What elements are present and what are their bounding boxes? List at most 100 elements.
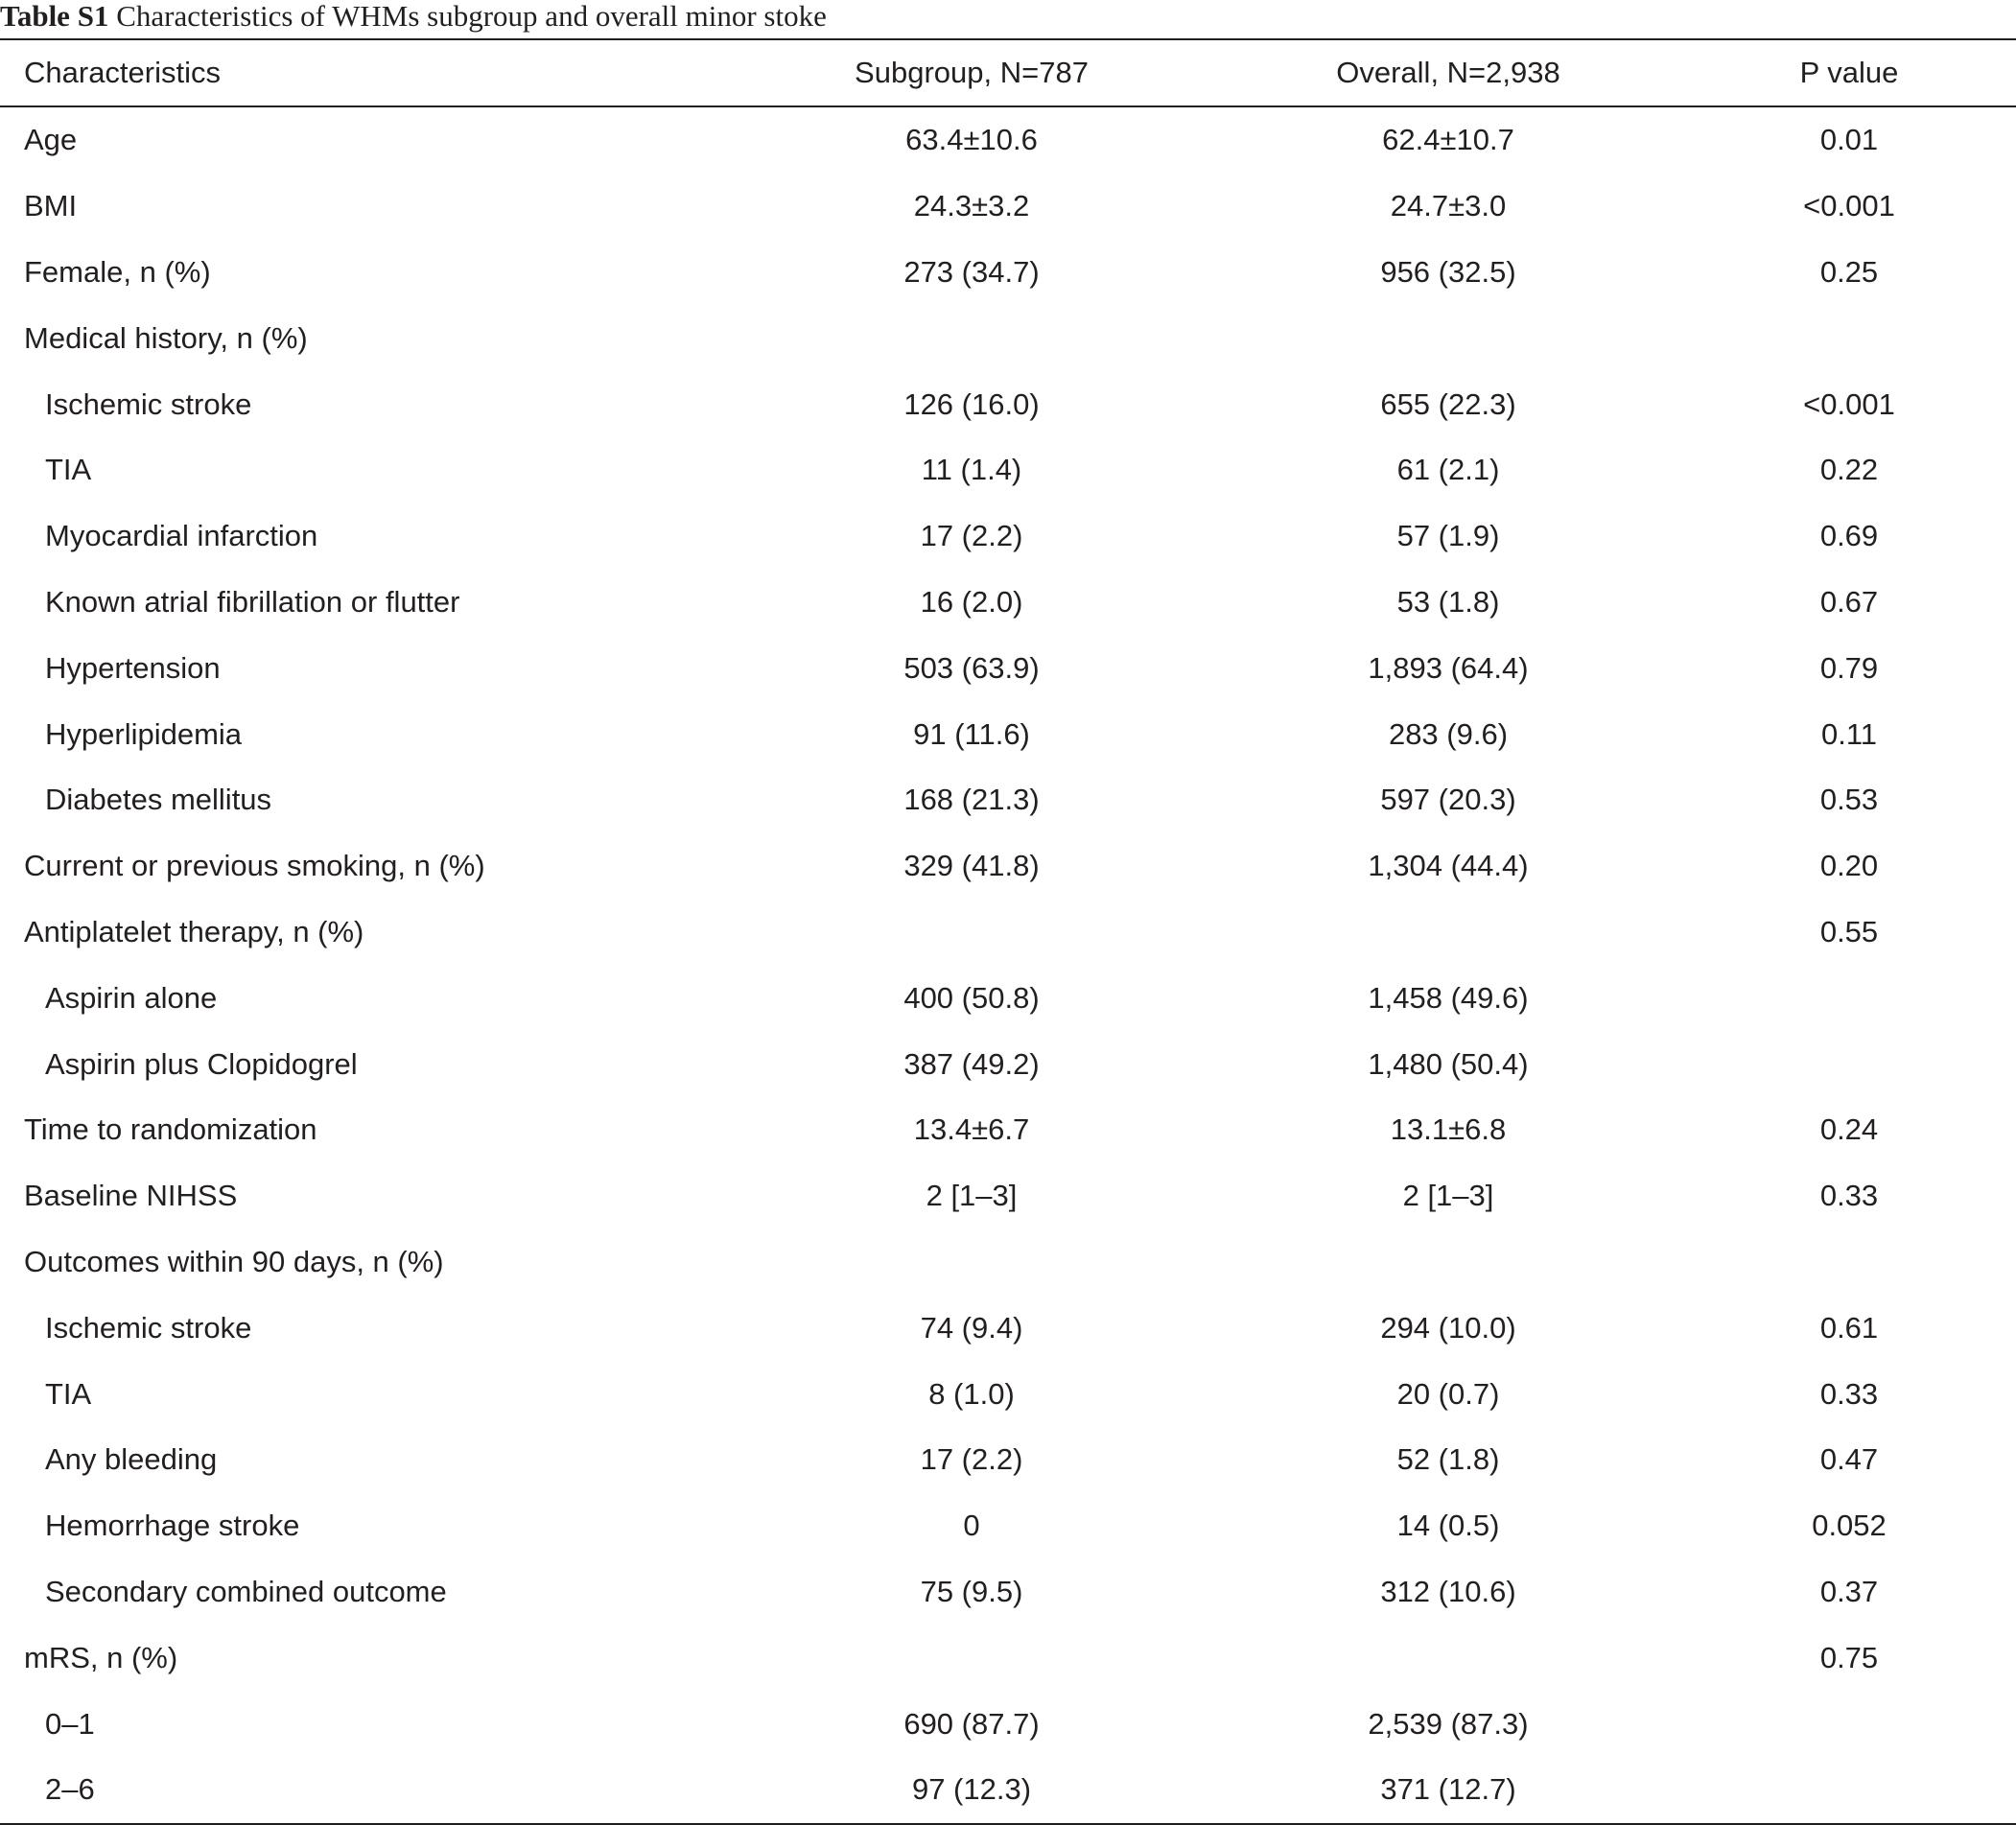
- table-row: BMI 24.3±3.2 24.7±3.0 <0.001: [0, 174, 2016, 240]
- row-label: Female, n (%): [24, 254, 211, 289]
- p-value: 0.53: [1819, 783, 1879, 817]
- p-value: 0.55: [1819, 914, 1879, 948]
- p-value: 0.25: [1819, 254, 1879, 289]
- table-row: Female, n (%) 273 (34.7) 956 (32.5) 0.25: [0, 240, 2016, 306]
- table-row: Baseline NIHSS 2 [1–3] 2 [1–3] 0.33: [0, 1163, 2016, 1229]
- p-value: [1705, 1229, 1993, 1296]
- subgroup-value: 400 (50.8): [903, 980, 1040, 1015]
- overall-value: 2 [1–3]: [1402, 1179, 1494, 1213]
- subgroup-value: 329 (41.8): [903, 849, 1040, 883]
- table-row: Aspirin alone 400 (50.8) 1,458 (49.6): [0, 965, 2016, 1031]
- table-row: mRS, n (%) 0.75: [0, 1625, 2016, 1691]
- p-value: [1705, 965, 1993, 1031]
- subgroup-value: 24.3±3.2: [913, 189, 1030, 223]
- overall-value: 283 (9.6): [1388, 716, 1509, 751]
- subgroup-value: [780, 305, 1163, 371]
- row-label: Known atrial fibrillation or flutter: [45, 584, 460, 619]
- p-value: [1705, 1757, 1993, 1823]
- p-value: 0.69: [1819, 519, 1879, 553]
- subgroup-value: 168 (21.3): [903, 783, 1040, 817]
- subgroup-value: [780, 900, 1163, 966]
- p-value: 0.22: [1819, 453, 1879, 487]
- p-value: 0.01: [1819, 123, 1879, 157]
- subgroup-value: 126 (16.0): [903, 386, 1040, 421]
- overall-value: [1256, 900, 1640, 966]
- row-label: TIA: [45, 1376, 92, 1411]
- subgroup-value: 387 (49.2): [903, 1046, 1040, 1081]
- table-row: Aspirin plus Clopidogrel 387 (49.2) 1,480 …: [0, 1031, 2016, 1097]
- row-label: Hypertension: [45, 650, 221, 685]
- subgroup-value: 273 (34.7): [903, 254, 1040, 289]
- subgroup-value: 75 (9.5): [920, 1574, 1023, 1608]
- row-label: TIA: [45, 453, 92, 487]
- table-title: Characteristics of WHMs subgroup and ove…: [116, 0, 827, 33]
- overall-value: [1256, 1625, 1640, 1691]
- p-value: [1705, 1031, 1993, 1097]
- subgroup-value: 91 (11.6): [913, 716, 1030, 751]
- p-value: 0.33: [1819, 1179, 1879, 1213]
- overall-value: [1256, 1229, 1640, 1296]
- overall-value: 1,458 (49.6): [1368, 980, 1529, 1015]
- row-label: Secondary combined outcome: [45, 1574, 447, 1608]
- p-value: 0.79: [1819, 650, 1879, 685]
- p-value: 0.24: [1819, 1112, 1879, 1147]
- row-label: 0–1: [45, 1706, 95, 1741]
- p-value: 0.61: [1819, 1310, 1879, 1345]
- subgroup-value: 690 (87.7): [903, 1706, 1040, 1741]
- table-label: Table S1: [0, 0, 109, 33]
- characteristics-table: Characteristics Subgroup, N=787 Overall,…: [0, 38, 2016, 1825]
- p-value: 0.67: [1819, 584, 1879, 619]
- subgroup-value: 63.4±10.6: [905, 123, 1038, 157]
- table-row: 0–1 690 (87.7) 2,539 (87.3): [0, 1691, 2016, 1757]
- column-header-overall: Overall, N=2,938: [1336, 56, 1560, 89]
- subgroup-value: 0: [963, 1509, 980, 1543]
- table-row: Time to randomization 13.4±6.7 13.1±6.8 0.2…: [0, 1097, 2016, 1163]
- table-row: Ischemic stroke 126 (16.0) 655 (22.3) <0.00…: [0, 371, 2016, 437]
- row-label: Diabetes mellitus: [45, 783, 272, 817]
- subgroup-value: 16 (2.0): [920, 584, 1023, 619]
- row-label: Aspirin alone: [45, 980, 218, 1015]
- overall-value: 1,893 (64.4): [1368, 650, 1529, 685]
- overall-value: 52 (1.8): [1396, 1442, 1500, 1477]
- table-row: Age 63.4±10.6 62.4±10.7 0.01: [0, 107, 2016, 174]
- table-row: Diabetes mellitus 168 (21.3) 597 (20.3) 0.5…: [0, 767, 2016, 833]
- column-header-p-value: P value: [1799, 56, 1899, 89]
- table-row: Hypertension 503 (63.9) 1,893 (64.4) 0.79: [0, 635, 2016, 701]
- p-value: 0.20: [1819, 849, 1879, 883]
- subgroup-value: 17 (2.2): [920, 519, 1023, 553]
- overall-value: 2,539 (87.3): [1368, 1706, 1529, 1741]
- row-label: Hyperlipidemia: [45, 716, 243, 751]
- table-row: Myocardial infarction 17 (2.2) 57 (1.9) 0.6…: [0, 503, 2016, 570]
- subgroup-value: 503 (63.9): [903, 650, 1040, 685]
- table-row: Current or previous smoking, n (%) 329 (4…: [0, 833, 2016, 900]
- table-row: Medical history, n (%): [0, 305, 2016, 371]
- overall-value: 597 (20.3): [1380, 783, 1516, 817]
- row-label: Antiplatelet therapy, n (%): [24, 914, 364, 948]
- overall-value: 13.1±6.8: [1390, 1112, 1507, 1147]
- p-value: [1705, 1691, 1993, 1757]
- overall-value: 57 (1.9): [1396, 519, 1500, 553]
- subgroup-value: [780, 1229, 1163, 1296]
- subgroup-value: 13.4±6.7: [913, 1112, 1030, 1147]
- row-label: Time to randomization: [24, 1112, 317, 1147]
- table-row: 2–6 97 (12.3) 371 (12.7): [0, 1757, 2016, 1823]
- row-label: Ischemic stroke: [45, 1310, 252, 1345]
- subgroup-value: 97 (12.3): [911, 1772, 1032, 1807]
- row-label: Baseline NIHSS: [24, 1179, 238, 1213]
- subgroup-value: 17 (2.2): [920, 1442, 1023, 1477]
- overall-value: 655 (22.3): [1380, 386, 1516, 421]
- table-body: Age 63.4±10.6 62.4±10.7 0.01 BMI 24.3±3.2 24.7…: [0, 107, 2016, 1823]
- row-label: Aspirin plus Clopidogrel: [45, 1046, 358, 1081]
- table-row: Outcomes within 90 days, n (%): [0, 1229, 2016, 1296]
- table-header-row: Characteristics Subgroup, N=787 Overall,…: [0, 40, 2016, 107]
- subgroup-value: 2 [1–3]: [926, 1179, 1018, 1213]
- table-row: TIA 8 (1.0) 20 (0.7) 0.33: [0, 1361, 2016, 1427]
- p-value: 0.052: [1812, 1509, 1887, 1543]
- table-caption: Table S1 Characteristics of WHMs subgrou…: [0, 0, 827, 38]
- overall-value: 294 (10.0): [1380, 1310, 1516, 1345]
- p-value: <0.001: [1803, 189, 1895, 223]
- table-row: Antiplatelet therapy, n (%) 0.55: [0, 900, 2016, 966]
- table-row: Any bleeding 17 (2.2) 52 (1.8) 0.47: [0, 1427, 2016, 1493]
- p-value: 0.37: [1819, 1574, 1879, 1608]
- overall-value: 1,480 (50.4): [1368, 1046, 1529, 1081]
